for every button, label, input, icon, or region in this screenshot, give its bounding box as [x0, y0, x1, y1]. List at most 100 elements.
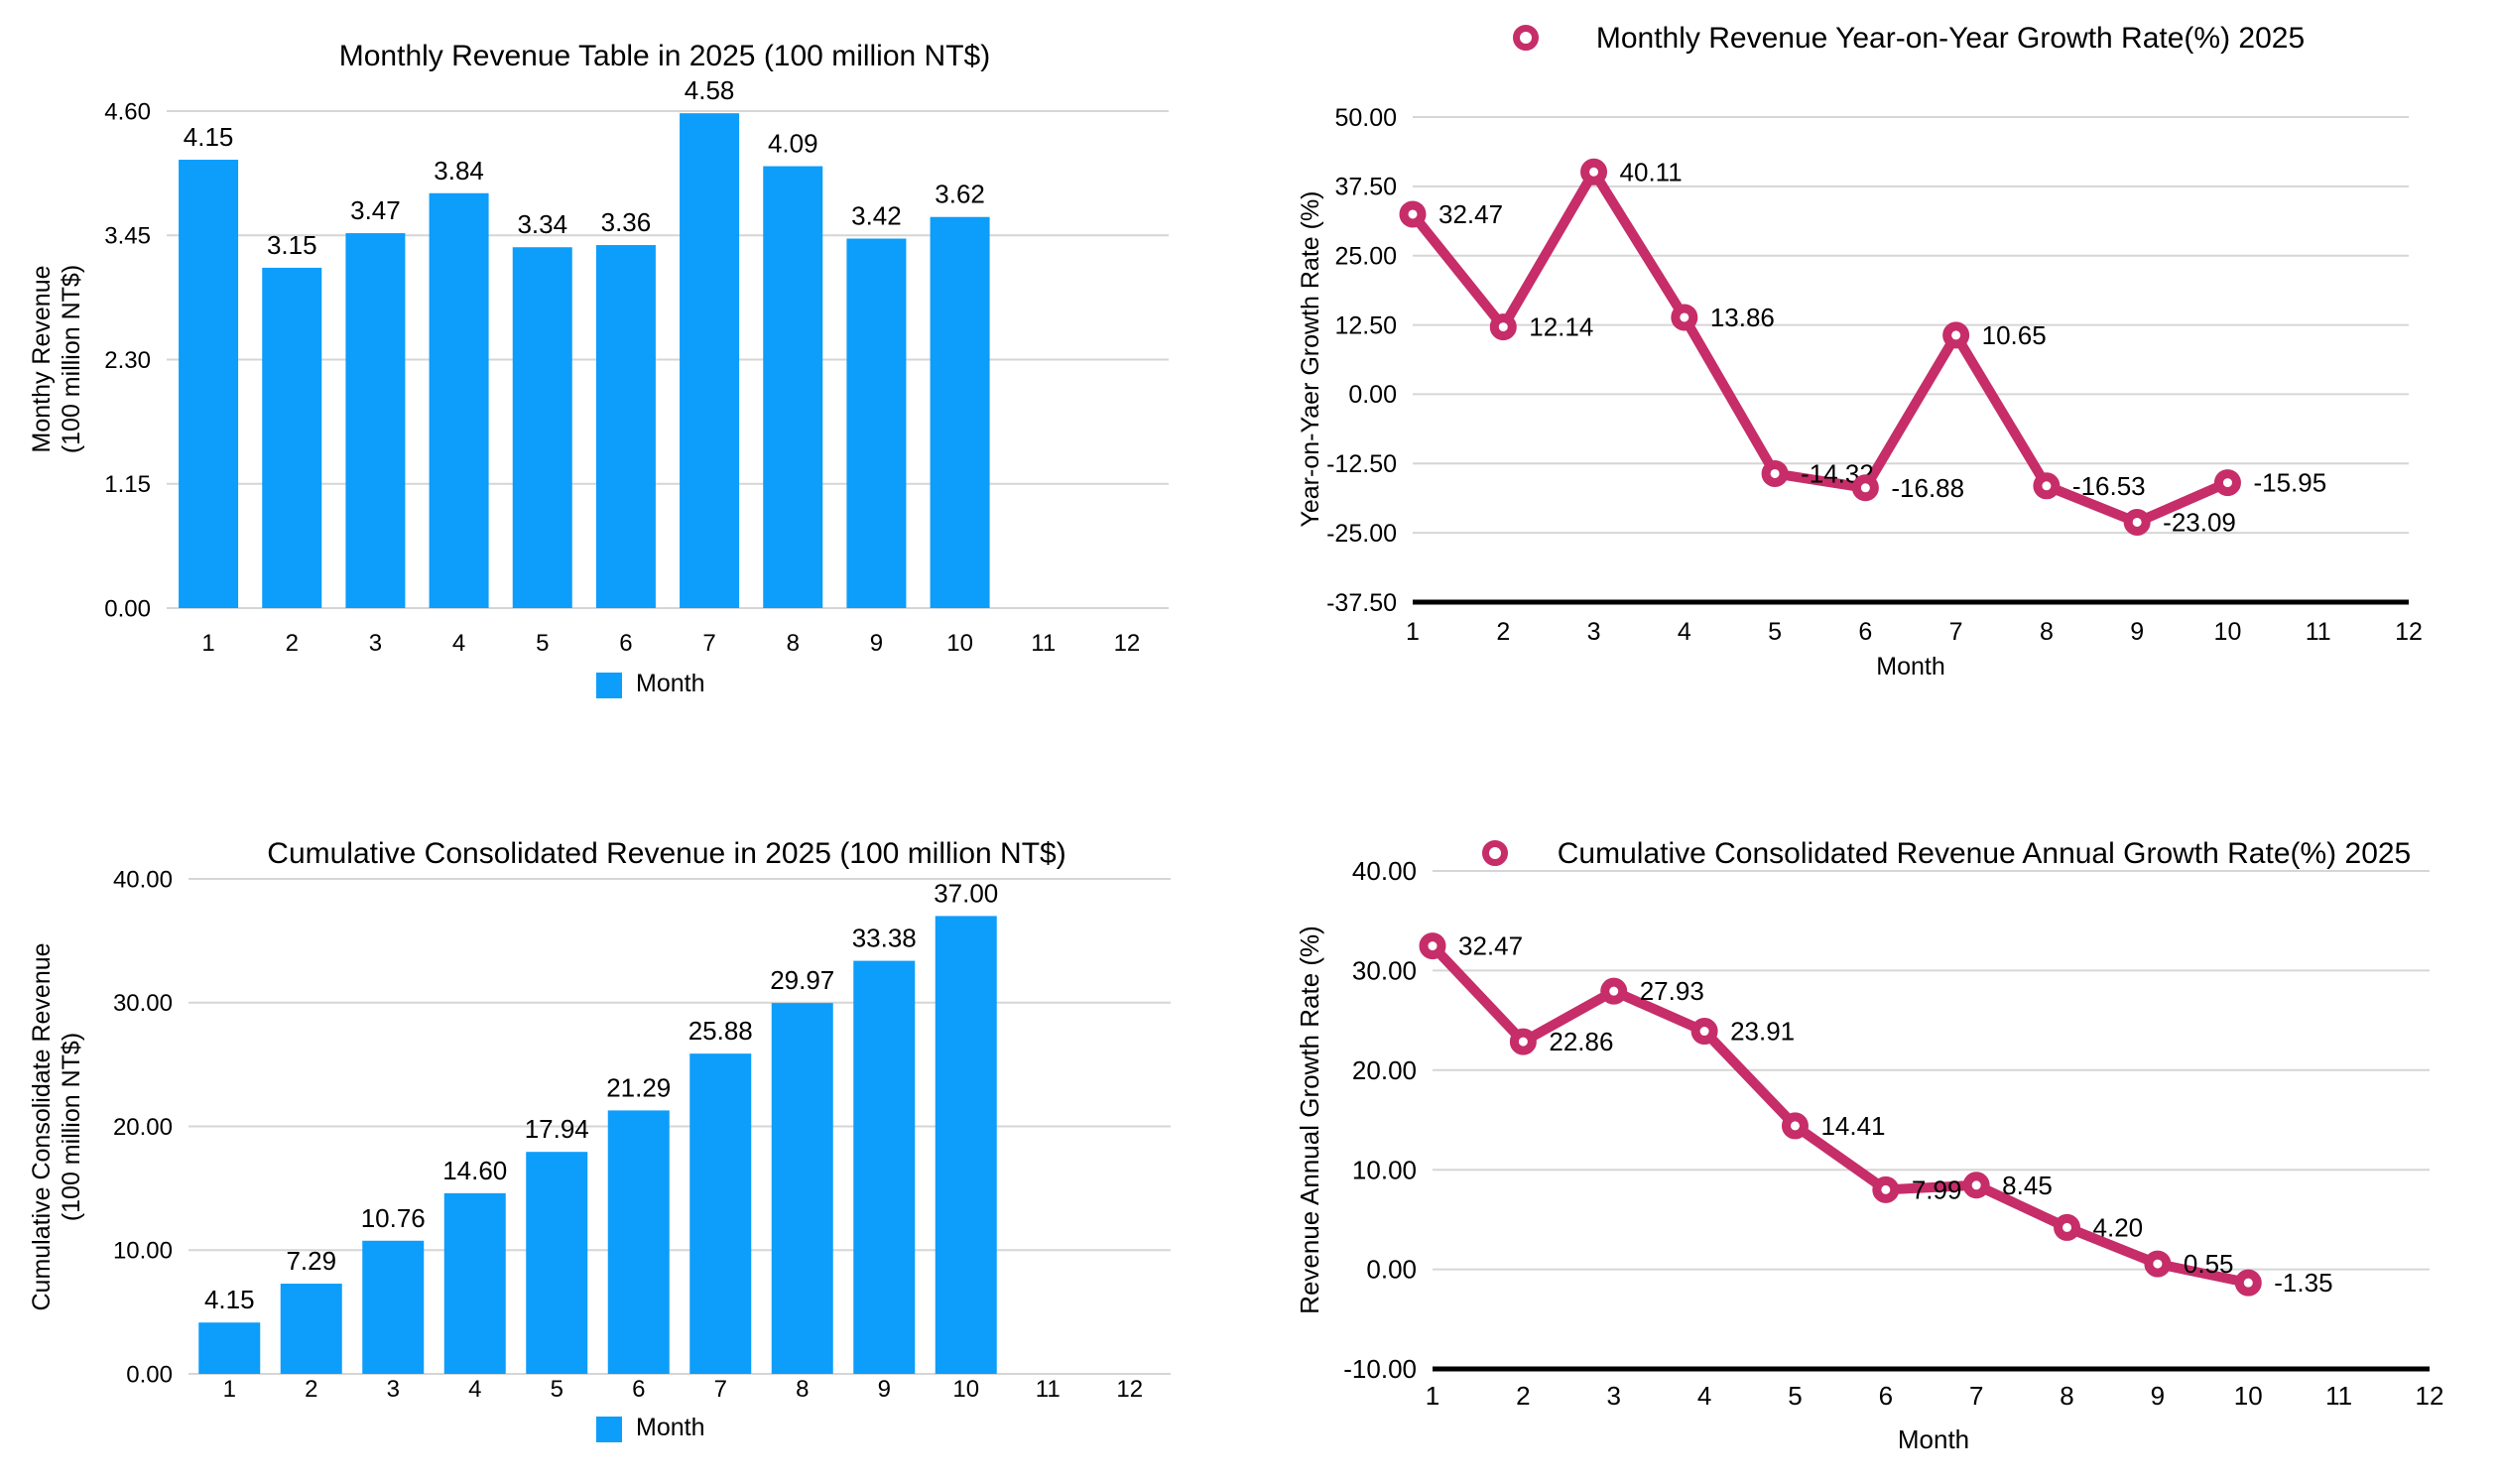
line-path [1428, 940, 2254, 1289]
x-tick-label: 11 [2325, 1381, 2352, 1411]
bar [930, 216, 990, 608]
point-marker [1600, 977, 1628, 1005]
point-marker [1399, 200, 1427, 228]
x-tick-label: 3 [1587, 618, 1601, 646]
point-value-label: 13.86 [1710, 303, 1775, 332]
point-value-label: 10.65 [1982, 320, 2047, 350]
x-axis-title: Month [1876, 653, 1944, 680]
x-tick-label: 5 [551, 1376, 563, 1403]
chart-title: Monthly Revenue Table in 2025 (100 milli… [339, 40, 990, 72]
bar [345, 233, 406, 609]
bar-value-label: 21.29 [606, 1072, 671, 1102]
bar-value-label: 17.94 [525, 1114, 589, 1144]
y-tick-label: 0.00 [126, 1361, 173, 1388]
monthly-yoy-growth-line-chart: 50.00 37.50 25.00 12.50 0.00 -12.50 -25.00 -37.… [1297, 22, 2423, 680]
point-marker [1872, 1175, 1900, 1203]
bar [689, 1053, 752, 1374]
point-value-label: -16.88 [1891, 473, 1964, 503]
y-tick-label: 25.00 [1334, 242, 1397, 270]
x-tick-label: 2 [286, 630, 299, 657]
y-tick-label: 40.00 [113, 866, 173, 893]
bar-value-label: 3.42 [851, 201, 902, 231]
y-tick-label: 37.50 [1334, 174, 1397, 201]
point-marker [2144, 1250, 2172, 1278]
bar-value-label: 25.88 [688, 1016, 753, 1046]
y-tick-label: 2.30 [104, 347, 151, 374]
x-tick-label: 1 [201, 630, 214, 657]
x-tick-label: 7 [1949, 618, 1963, 646]
bar-value-label: 7.29 [286, 1246, 336, 1276]
chart-title: Cumulative Consolidated Revenue Annual G… [1558, 837, 2412, 870]
point-marker [1690, 1018, 1718, 1046]
x-tick-label: 9 [2130, 618, 2144, 646]
bar [526, 1152, 588, 1374]
bar-value-label: 14.60 [442, 1156, 507, 1185]
legend-label: Month [636, 1414, 704, 1441]
x-tick-label: 5 [1788, 1381, 1802, 1411]
x-tick-label: 10 [952, 1376, 979, 1403]
point-marker [1761, 459, 1789, 487]
x-tick-label: 1 [223, 1376, 236, 1403]
y-tick-label: 20.00 [1352, 1055, 1417, 1085]
point-marker [1962, 1172, 1990, 1199]
x-tick-label: 12 [1114, 630, 1141, 657]
point-marker [1942, 321, 1970, 349]
point-marker [1781, 1112, 1809, 1140]
y-tick-label: 12.50 [1334, 311, 1397, 339]
bar-value-label: 3.36 [601, 207, 652, 237]
point-value-label: 32.47 [1458, 931, 1523, 961]
y-tick-label: 10.00 [113, 1238, 173, 1265]
bar-value-label: 4.15 [204, 1285, 255, 1314]
x-tick-label: 3 [369, 630, 382, 657]
point-value-label: -15.95 [2253, 468, 2326, 498]
point-value-label: 32.47 [1438, 199, 1503, 229]
y-tick-label: 10.00 [1352, 1155, 1417, 1184]
chart-title: Cumulative Consolidated Revenue in 2025 … [267, 837, 1065, 870]
point-value-label: 4.20 [2093, 1212, 2144, 1242]
y-tick-label: 40.00 [1352, 856, 1417, 886]
x-tick-label: 6 [632, 1376, 645, 1403]
x-tick-label: 10 [2234, 1381, 2263, 1411]
x-tick-label: 2 [1516, 1381, 1530, 1411]
bar-value-label: 33.38 [852, 924, 917, 953]
x-tick-label: 4 [452, 630, 465, 657]
bar [262, 267, 322, 608]
x-tick-label: 8 [787, 630, 800, 657]
x-tick-label: 11 [1031, 630, 1056, 657]
point-marker [1671, 304, 1698, 331]
x-tick-label: 4 [468, 1376, 481, 1403]
x-tick-label: 9 [2151, 1381, 2165, 1411]
x-tick-label: 8 [2060, 1381, 2073, 1411]
y-tick-label: 4.60 [104, 98, 151, 125]
x-tick-label: 7 [1969, 1381, 1983, 1411]
bar-value-label: 3.15 [267, 230, 317, 260]
point-marker [2213, 469, 2241, 497]
point-value-label: 8.45 [2002, 1171, 2053, 1200]
x-tick-label: 8 [2040, 618, 2054, 646]
bar [680, 113, 740, 609]
bar [280, 1284, 342, 1374]
x-tick-label: 3 [387, 1376, 400, 1403]
bar-value-label: 3.84 [434, 156, 484, 186]
point-value-label: 12.14 [1529, 312, 1593, 342]
x-tick-label: 12 [2416, 1381, 2444, 1411]
y-axis-title: Revenue Annual Growth Rate (%) [1295, 926, 1324, 1314]
y-tick-label: 50.00 [1334, 104, 1397, 132]
bar-value-label: 3.62 [935, 180, 985, 209]
bar-value-label: 10.76 [361, 1203, 426, 1233]
point-marker [1580, 158, 1608, 186]
bar [607, 1110, 670, 1374]
point-marker [2054, 1213, 2081, 1241]
x-tick-label: 2 [305, 1376, 317, 1403]
bar [595, 245, 656, 608]
point-marker [2234, 1269, 2262, 1297]
bar [443, 1192, 506, 1374]
y-tick-label: 3.45 [104, 223, 151, 250]
bar [429, 192, 489, 608]
bar-value-label: 4.09 [768, 129, 818, 159]
bar [763, 166, 823, 608]
x-tick-label: 10 [2214, 618, 2242, 646]
x-tick-label: 9 [870, 630, 883, 657]
x-tick-label: 7 [714, 1376, 727, 1403]
